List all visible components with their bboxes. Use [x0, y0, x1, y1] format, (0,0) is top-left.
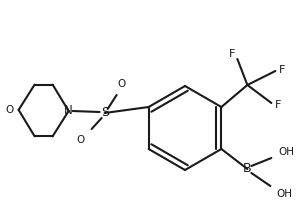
Text: N: N	[64, 105, 73, 118]
Text: B: B	[243, 163, 252, 176]
Text: O: O	[5, 105, 14, 115]
Text: OH: OH	[278, 147, 294, 157]
Text: F: F	[279, 65, 285, 75]
Text: S: S	[101, 106, 109, 119]
Text: O: O	[77, 135, 85, 145]
Text: F: F	[275, 100, 282, 110]
Text: OH: OH	[276, 189, 292, 199]
Text: O: O	[118, 79, 126, 89]
Text: F: F	[229, 49, 236, 59]
